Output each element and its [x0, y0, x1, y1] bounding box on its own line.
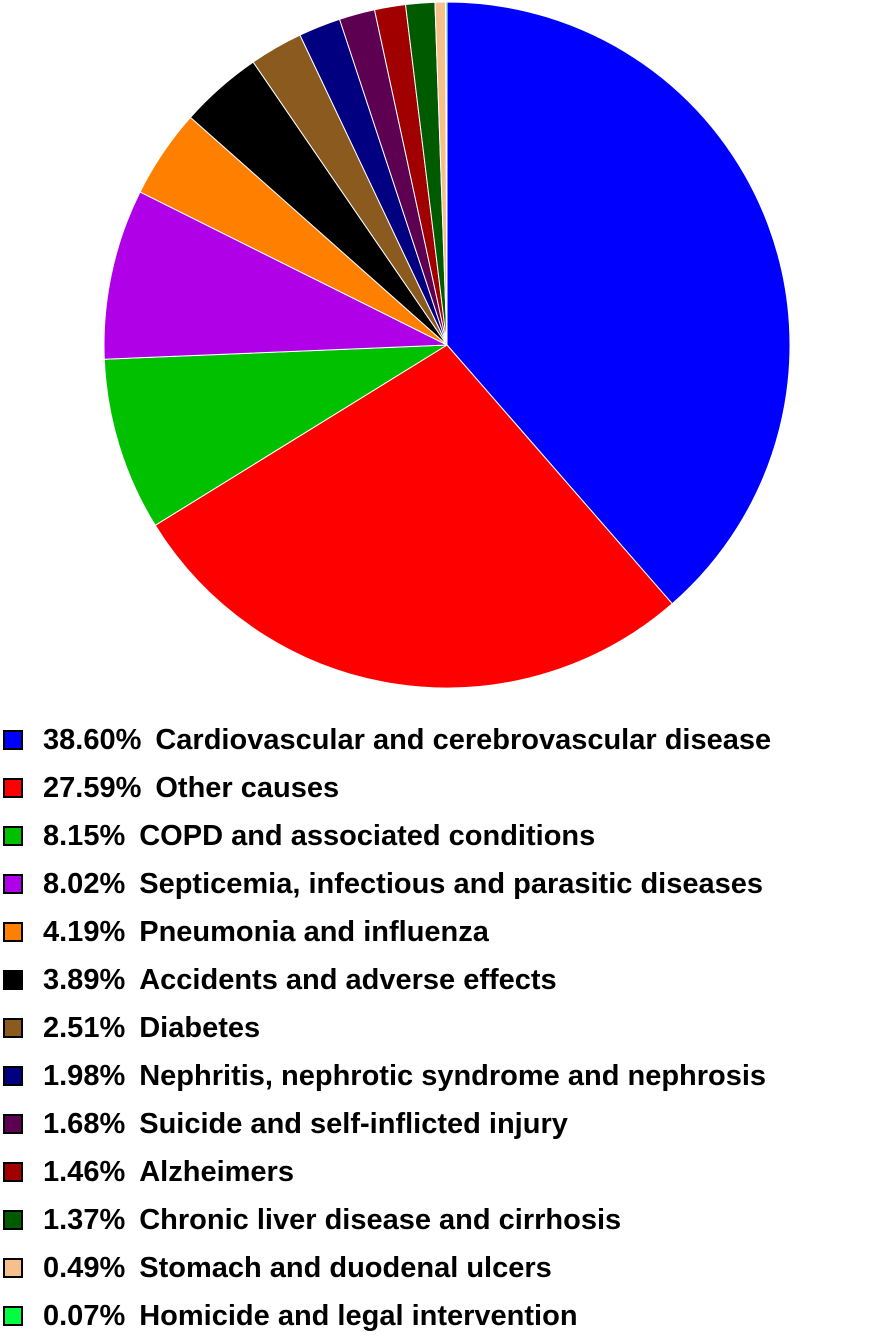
legend-item: 8.15% COPD and associated conditions: [3, 812, 871, 860]
legend-swatch: [3, 1258, 23, 1278]
legend-percent: 1.46%: [43, 1155, 126, 1188]
legend-item: 27.59% Other causes: [3, 764, 871, 812]
legend-label: Diabetes: [139, 1011, 261, 1044]
legend-text: 4.19% Pneumonia and influenza: [43, 915, 489, 948]
legend-percent: 1.68%: [43, 1107, 126, 1140]
legend-swatch: [3, 1306, 23, 1326]
legend-label: Pneumonia and influenza: [139, 915, 489, 948]
legend-text: 1.68% Suicide and self-inflicted injury: [43, 1107, 568, 1140]
legend-item: 38.60% Cardiovascular and cerebrovascular…: [3, 716, 871, 764]
legend-item: 1.46% Alzheimers: [3, 1148, 871, 1196]
legend-label: Septicemia, infectious and parasitic dis…: [139, 867, 763, 900]
legend-label: Alzheimers: [139, 1155, 294, 1188]
legend-swatch: [3, 730, 23, 750]
legend-label: Cardiovascular and cerebrovascular disea…: [155, 723, 772, 756]
legend-label: Chronic liver disease and cirrhosis: [139, 1203, 622, 1236]
legend-percent: 8.15%: [43, 819, 126, 852]
legend-label: Homicide and legal intervention: [139, 1299, 578, 1332]
pie-slice-13: [444, 1, 448, 346]
pie-slice-4: [103, 191, 448, 360]
legend-percent: 1.98%: [43, 1059, 126, 1092]
legend-swatch: [3, 1114, 23, 1134]
legend-swatch: [3, 778, 23, 798]
legend-text: 0.07% Homicide and legal intervention: [43, 1299, 578, 1332]
legend-percent: 2.51%: [43, 1011, 126, 1044]
legend-percent: 0.49%: [43, 1251, 126, 1284]
pie-slices: [103, 1, 791, 689]
legend-text: 1.46% Alzheimers: [43, 1155, 294, 1188]
legend-item: 1.68% Suicide and self-inflicted injury: [3, 1100, 871, 1148]
legend-swatch: [3, 874, 23, 894]
legend-text: 27.59% Other causes: [43, 771, 340, 804]
legend-swatch: [3, 1018, 23, 1038]
legend-item: 0.49% Stomach and duodenal ulcers: [3, 1244, 871, 1292]
legend-item: 0.07% Homicide and legal intervention: [3, 1292, 871, 1340]
legend-text: 3.89% Accidents and adverse effects: [43, 963, 557, 996]
legend-item: 1.37% Chronic liver disease and cirrhosis: [3, 1196, 871, 1244]
legend-item: 1.98% Nephritis, nephrotic syndrome and n…: [3, 1052, 871, 1100]
legend-percent: 27.59%: [43, 771, 142, 804]
legend-text: 38.60% Cardiovascular and cerebrovascular…: [43, 723, 772, 756]
pie-slice-1: [446, 1, 791, 605]
legend-percent: 1.37%: [43, 1203, 126, 1236]
pie-chart: [103, 1, 791, 689]
legend-item: 3.89% Accidents and adverse effects: [3, 956, 871, 1004]
legend-text: 0.49% Stomach and duodenal ulcers: [43, 1251, 552, 1284]
legend-label: Suicide and self-inflicted injury: [139, 1107, 568, 1140]
legend-percent: 38.60%: [43, 723, 142, 756]
legend-percent: 0.07%: [43, 1299, 126, 1332]
legend-percent: 3.89%: [43, 963, 126, 996]
legend-item: 4.19% Pneumonia and influenza: [3, 908, 871, 956]
legend-text: 2.51% Diabetes: [43, 1011, 261, 1044]
legend-swatch: [3, 1066, 23, 1086]
legend-label: Stomach and duodenal ulcers: [139, 1251, 552, 1284]
legend-swatch: [3, 1162, 23, 1182]
legend-text: 8.15% COPD and associated conditions: [43, 819, 596, 852]
pie-slice-3: [103, 344, 448, 526]
legend-percent: 4.19%: [43, 915, 126, 948]
legend-swatch: [3, 1210, 23, 1230]
legend-label: Other causes: [155, 771, 340, 804]
legend-item: 2.51% Diabetes: [3, 1004, 871, 1052]
legend-percent: 8.02%: [43, 867, 126, 900]
legend-swatch: [3, 922, 23, 942]
legend-swatch: [3, 826, 23, 846]
legend-label: COPD and associated conditions: [139, 819, 596, 852]
legend-text: 8.02% Septicemia, infectious and parasiti…: [43, 867, 763, 900]
legend-label: Nephritis, nephrotic syndrome and nephro…: [139, 1059, 767, 1092]
legend-text: 1.98% Nephritis, nephrotic syndrome and n…: [43, 1059, 767, 1092]
legend-swatch: [3, 970, 23, 990]
legend: 38.60% Cardiovascular and cerebrovascular…: [3, 716, 871, 1340]
legend-label: Accidents and adverse effects: [139, 963, 557, 996]
pie-slice-2: [154, 344, 673, 689]
legend-text: 1.37% Chronic liver disease and cirrhosis: [43, 1203, 622, 1236]
legend-item: 8.02% Septicemia, infectious and parasiti…: [3, 860, 871, 908]
